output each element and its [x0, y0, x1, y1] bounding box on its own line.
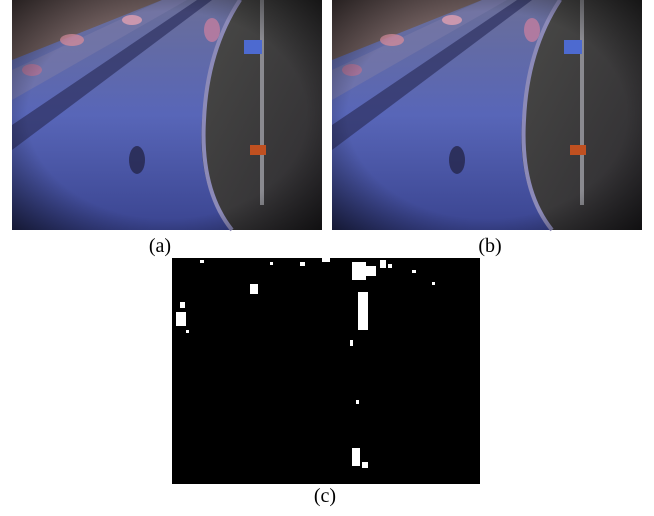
panel-c-image	[172, 258, 480, 484]
panel-label: (a)	[149, 235, 171, 257]
figure: (a) (b) (c)	[0, 0, 654, 516]
panel-label: (b)	[478, 235, 501, 257]
panel-label: (c)	[314, 485, 336, 507]
panel-a-image	[12, 0, 322, 230]
panel-b-image	[332, 0, 642, 230]
page: (a) (b) (c) (() => { const data = JS	[0, 0, 654, 516]
